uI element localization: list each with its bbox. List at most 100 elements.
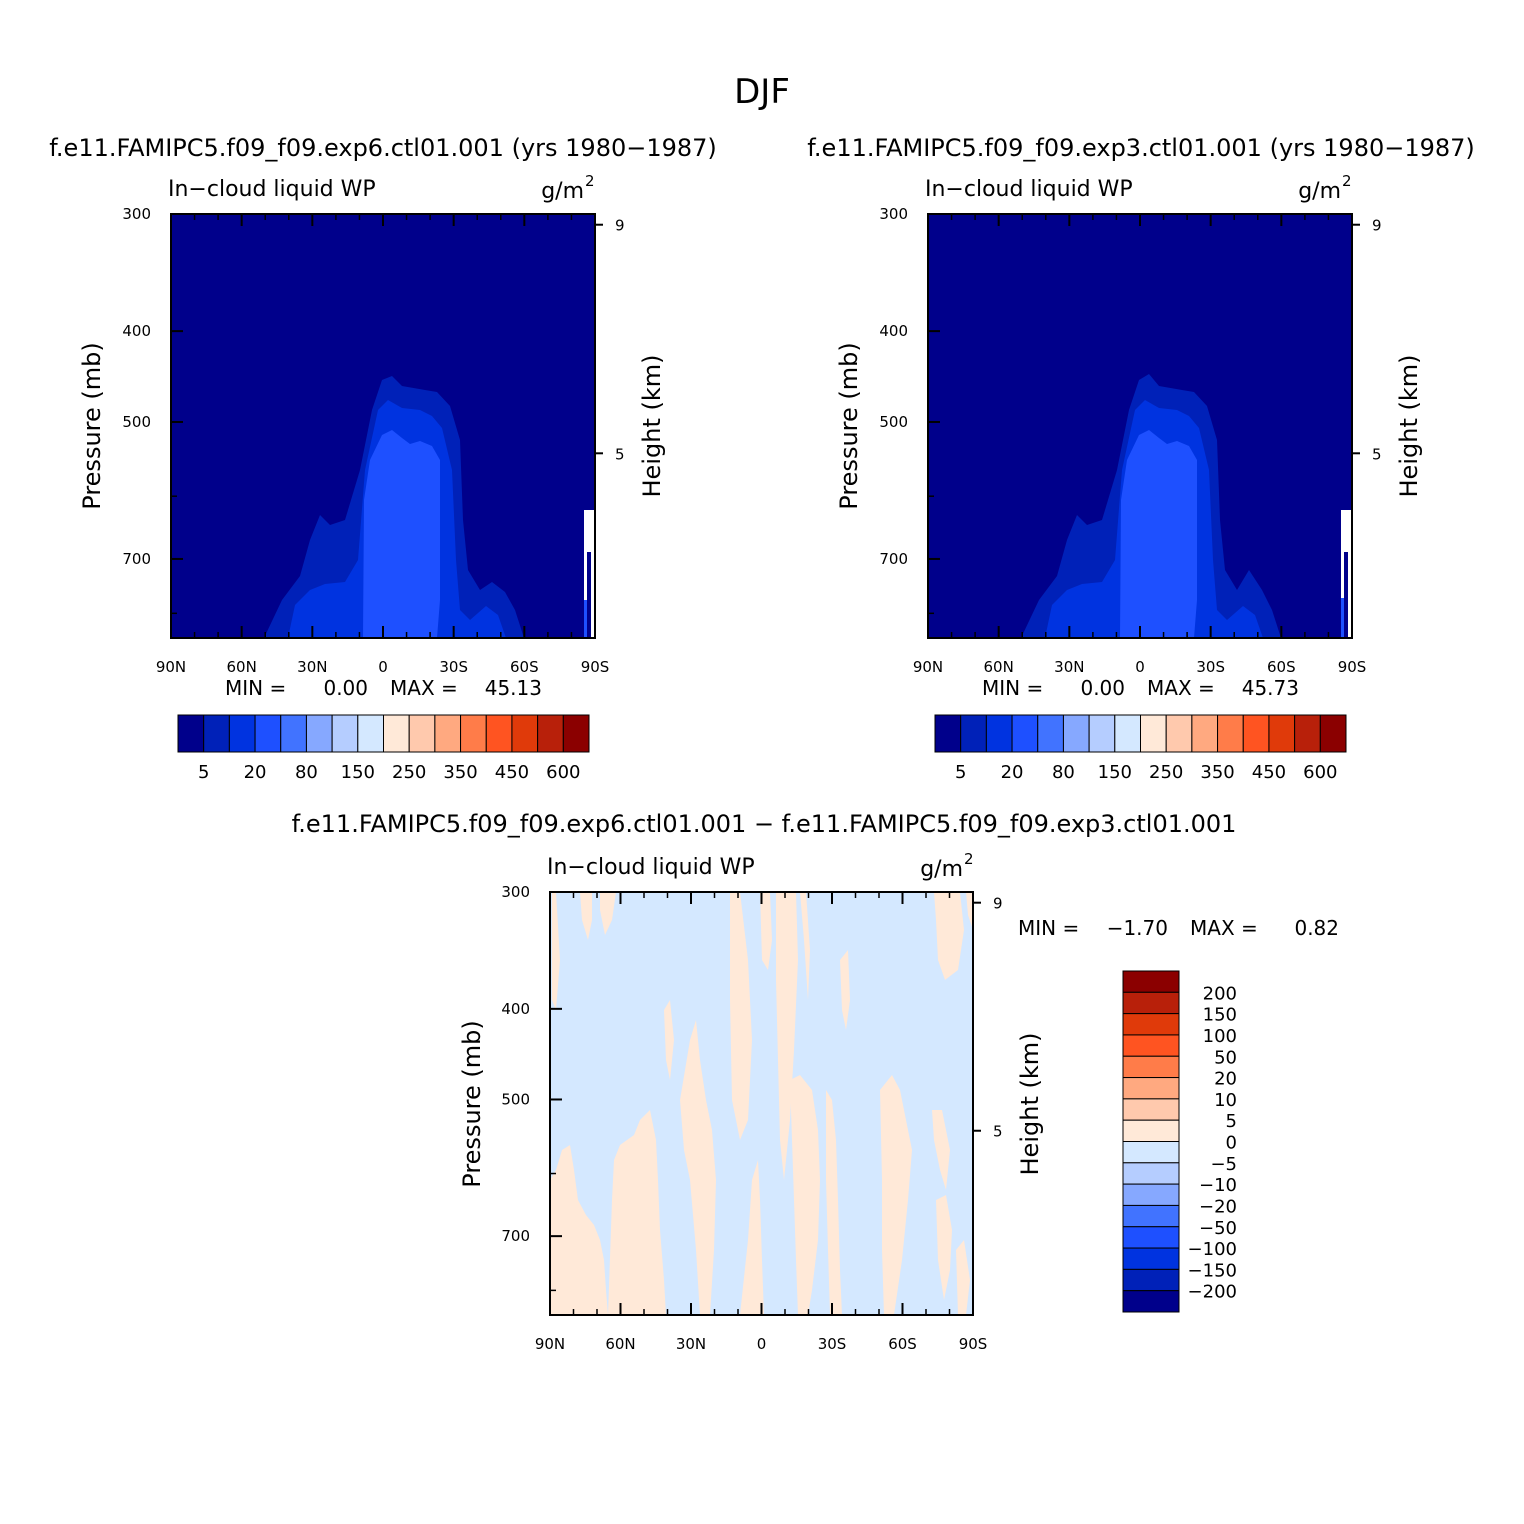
positive-region (600, 892, 616, 935)
colorbar-label: −20 (1199, 1196, 1237, 1217)
y2-axis-label: Height (km) (638, 355, 666, 498)
y-axis-label: Pressure (mb) (458, 1020, 486, 1187)
x-tick-label: 60N (605, 1335, 635, 1353)
variable-label: In−cloud liquid WP (168, 177, 376, 202)
colorbar-label: 200 (1203, 983, 1237, 1004)
x-tick-label: 90S (1338, 658, 1367, 676)
y-tick-label: 400 (501, 1000, 530, 1018)
x-tick-label: 90N (156, 658, 186, 676)
positive-region (826, 1090, 842, 1315)
colorbar-label: −150 (1188, 1260, 1237, 1281)
colorbar-label: 250 (1149, 762, 1183, 783)
colorbar-box (1319, 714, 1347, 753)
min-label: MIN = (225, 676, 286, 700)
axes: 300 400 500 700 9 5 90N 60N 30N 0 30S 60S 90S (501, 883, 1002, 1353)
units-label: g/m (920, 857, 963, 882)
positive-region (760, 892, 772, 970)
max-label: MAX = (1147, 676, 1215, 700)
x-tick-label: 90N (535, 1335, 565, 1353)
colorbar-box (485, 714, 513, 753)
max-label: MAX = (390, 676, 458, 700)
max-label: MAX = (1190, 916, 1258, 940)
colorbar-box (1294, 714, 1321, 753)
colorbar-box (511, 714, 539, 753)
variable-label: In−cloud liquid WP (547, 855, 755, 880)
colorbar-label: 5 (198, 762, 209, 783)
units-superscript: 2 (585, 172, 595, 190)
colorbar-box (1122, 1290, 1180, 1313)
y-tick-label: 300 (879, 205, 908, 223)
x-tick-label: 60S (888, 1335, 917, 1353)
positive-region (608, 1110, 666, 1315)
colorbar-box (408, 714, 436, 753)
x-tick-label: 90N (913, 658, 943, 676)
x-tick-label: 0 (378, 658, 388, 676)
contour-fill-level-positive (550, 892, 973, 1315)
contour-fill-level-4 (1120, 430, 1197, 638)
colorbar-box (460, 714, 487, 753)
colorbar-label: 5 (1226, 1111, 1237, 1132)
colorbar-label: 20 (244, 762, 267, 783)
colorbar-label: 0 (1226, 1133, 1237, 1154)
contour-fill-level-4 (363, 430, 440, 638)
colorbar-label: 5 (955, 762, 966, 783)
colorbar-box (1122, 1119, 1180, 1142)
units-superscript: 2 (964, 850, 974, 868)
colorbar-box (1088, 714, 1116, 753)
positive-region (580, 892, 592, 940)
colorbar-label: 600 (1303, 762, 1337, 783)
y-axis-label: Pressure (mb) (78, 342, 106, 509)
y2-tick-label: 9 (1372, 217, 1382, 235)
colorbar-label: 80 (295, 762, 318, 783)
colorbar-label: 450 (495, 762, 529, 783)
positive-region (680, 1020, 716, 1315)
x-tick-label: 90S (959, 1335, 988, 1353)
x-tick-label: 0 (1135, 658, 1145, 676)
colorbar-label: 100 (1203, 1026, 1237, 1047)
colorbar-box (203, 714, 230, 753)
units-label: g/m (1298, 179, 1341, 204)
colorbar-box (177, 714, 205, 753)
colorbar-box (383, 714, 410, 753)
positive-region (966, 892, 973, 930)
axes: 300 400 500 700 9 5 90N 60N 30N 0 30S 60S 90S (122, 205, 624, 676)
positive-region (730, 892, 752, 1140)
max-value: 0.82 (1294, 916, 1339, 940)
y-tick-label: 500 (122, 413, 151, 431)
contour-fill-level-2 (587, 552, 591, 638)
colorbar-box (1122, 1034, 1180, 1057)
colorbar-box (1122, 1098, 1180, 1121)
positive-region (550, 1145, 608, 1315)
colorbar-box (1122, 1226, 1180, 1249)
colorbar-box (1037, 714, 1064, 753)
contour-field (550, 892, 973, 1315)
colorbar-label: 20 (1214, 1069, 1237, 1090)
panel-title: f.e11.FAMIPC5.f09_f09.exp6.ctl01.001 (yr… (49, 134, 717, 162)
colorbar-box (1062, 714, 1090, 753)
colorbar-box (985, 714, 1013, 753)
colorbar-label: 20 (1001, 762, 1024, 783)
colorbar-label: −200 (1188, 1282, 1237, 1303)
positive-region (934, 892, 964, 980)
y-tick-label: 700 (122, 550, 151, 568)
panel-title: f.e11.FAMIPC5.f09_f09.exp3.ctl01.001 (yr… (807, 134, 1475, 162)
x-tick-label: 30S (818, 1335, 847, 1353)
colorbar-box (228, 714, 256, 753)
y2-tick-label: 9 (615, 217, 625, 235)
colorbar-label: −50 (1199, 1218, 1237, 1239)
contour-fill-level-4 (584, 600, 587, 638)
contour-fill-level-2 (1344, 552, 1348, 638)
colorbar-label: −10 (1199, 1175, 1237, 1196)
colorbar-box (1122, 1247, 1180, 1270)
positive-region (552, 892, 560, 1010)
y-tick-label: 400 (122, 322, 151, 340)
colorbar-box (1191, 714, 1219, 753)
axes: 300 400 500 700 9 5 90N 60N 30N 0 30S 60S 90S (879, 205, 1381, 676)
colorbar-label: 350 (1200, 762, 1234, 783)
max-value: 45.73 (1242, 676, 1299, 700)
colorbar-box (1122, 991, 1180, 1015)
colorbar-box (434, 714, 462, 753)
y2-tick-label: 5 (1372, 445, 1382, 463)
positive-region (776, 892, 798, 1180)
